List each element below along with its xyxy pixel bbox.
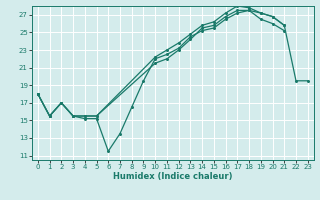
X-axis label: Humidex (Indice chaleur): Humidex (Indice chaleur) [113,172,233,181]
